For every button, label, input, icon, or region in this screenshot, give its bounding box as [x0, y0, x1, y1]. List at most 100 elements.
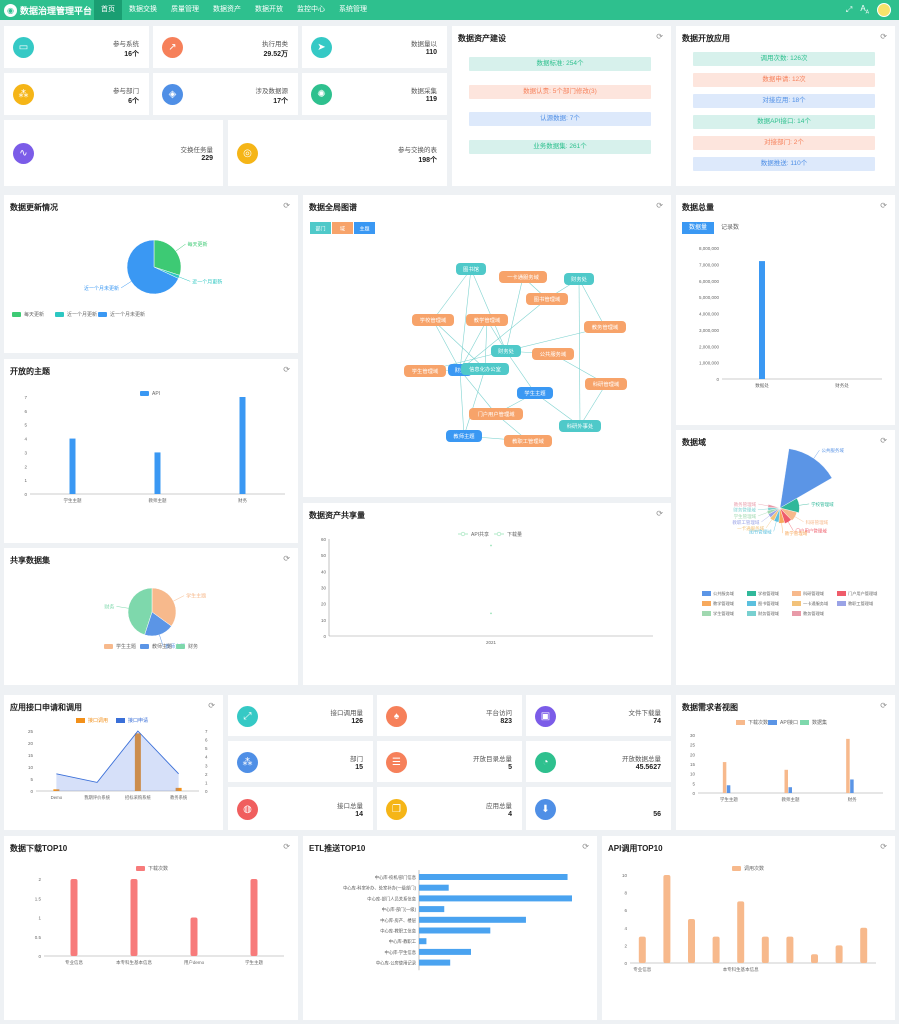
- legend-swatch: [55, 312, 64, 317]
- refresh-icon[interactable]: ⟳: [582, 842, 589, 851]
- api-top-card: API调用TOP10 ⟳ 0 2 4 6 8 10 调用次数 专业信息 本专科生基本信息: [602, 836, 895, 1020]
- tab-1[interactable]: 记录数: [714, 222, 747, 234]
- stat-label: 开放目录总量: [473, 755, 512, 763]
- slice-label: 学生管理域: [734, 513, 757, 520]
- refresh-icon[interactable]: ⟳: [880, 201, 887, 210]
- stat-card[interactable]: ▣ 文件下载量 74: [526, 695, 671, 736]
- graph-node-label: 财务处: [498, 347, 515, 355]
- refresh-icon[interactable]: ⟳: [656, 509, 663, 518]
- graph-node-label: 教学管理域: [474, 316, 501, 324]
- stat-card[interactable]: ◔ 开放数据总量 45.5627: [526, 741, 671, 782]
- slice-leader: [120, 281, 132, 289]
- stat-value: 4: [508, 810, 512, 818]
- open-theme-bar-chart: 0 1 2 3 4 5 6 7 API 学生主题 教师主题 财务: [24, 391, 285, 504]
- bar: [786, 936, 794, 963]
- bar: [850, 779, 854, 793]
- refresh-icon[interactable]: ⟳: [880, 842, 887, 851]
- refresh-icon[interactable]: ⟳: [880, 701, 887, 710]
- menu-item[interactable]: 系统管理: [339, 6, 367, 13]
- graph-edge: [432, 268, 472, 321]
- menu-item[interactable]: 首页: [94, 0, 122, 20]
- stat-card[interactable]: ☰ 开放目录总量 5: [377, 741, 522, 782]
- menu-item[interactable]: 数据开放: [255, 6, 283, 13]
- stat-card[interactable]: ❐ 应用总量 4: [377, 787, 522, 830]
- y-tick-label: 2,000,000: [699, 344, 720, 349]
- menu-item[interactable]: 数据资产: [213, 6, 241, 13]
- x-tick-label: 财务: [848, 796, 857, 803]
- slice-label: 学校管理域: [811, 501, 834, 508]
- refresh-icon[interactable]: ⟳: [283, 365, 290, 374]
- stat-card[interactable]: ♠ 平台访问 823: [377, 695, 522, 736]
- stat-card[interactable]: ∿ 交换任务量 229: [4, 120, 223, 186]
- stat-card[interactable]: ◍ 接口总量 14: [228, 787, 373, 830]
- y-tick-label: 20: [690, 752, 696, 757]
- y-tick-label: 0: [692, 791, 695, 796]
- slice-label: 科研管理域: [806, 519, 829, 526]
- brand[interactable]: ◉ 数据治理管理平台: [4, 3, 92, 17]
- stat-card[interactable]: ⁂ 参与部门 6个: [4, 73, 149, 115]
- slice-leader: [116, 606, 129, 609]
- bar: [788, 787, 792, 793]
- stat-value: 5: [508, 763, 512, 771]
- graph-node: [469, 408, 523, 420]
- stat-label: 涉及数据源: [255, 88, 289, 95]
- refresh-icon[interactable]: ⟳: [283, 201, 290, 210]
- legend-label: 每天更新: [24, 311, 44, 318]
- legend-swatch: [98, 312, 107, 317]
- stat-label: 参与系统: [113, 41, 139, 48]
- legend-marker: [460, 531, 466, 537]
- menu-item[interactable]: 数据交换: [129, 6, 157, 13]
- slice-leader: [799, 503, 810, 506]
- graph-node: [564, 273, 594, 285]
- stat-card[interactable]: ◎ 参与交换的表 198个: [228, 120, 447, 186]
- font-size-icon[interactable]: AA: [860, 4, 869, 16]
- x-tick-label: 教师主题: [149, 497, 167, 504]
- stat-card[interactable]: ⬇ 56: [526, 787, 671, 830]
- stat-card[interactable]: ⤢ 接口调用量 126: [228, 695, 373, 736]
- y-tick-label: 1.5: [35, 896, 42, 901]
- x-tick-label: 数据处: [755, 382, 769, 389]
- api-apply-card: 应用接口申请和调用 ⟳ 0 5 10 15 20 25 0 1 2 3 4 5 6 7 接口调用 接口申请 De…: [4, 695, 223, 830]
- stat-card[interactable]: ✺ 数据采集 119: [302, 73, 447, 115]
- bar: [419, 938, 427, 945]
- y-tick-label: 15: [28, 753, 34, 758]
- bar: [70, 879, 78, 956]
- refresh-icon[interactable]: ⟳: [880, 32, 887, 41]
- stat-card[interactable]: ➤ 数据量以 110: [302, 26, 447, 68]
- pie-icon: ◔: [535, 751, 556, 773]
- refresh-icon[interactable]: ⟳: [208, 701, 215, 710]
- rose-slice: [779, 507, 798, 521]
- stat-card[interactable]: ⁂ 部门 15: [228, 741, 373, 782]
- menu-item[interactable]: 质量管理: [171, 6, 199, 13]
- stat-value: 110: [425, 49, 437, 56]
- graph-node: [517, 387, 553, 399]
- stat-card[interactable]: ◈ 涉及数据源 17个: [153, 73, 298, 115]
- y-tick-label: 5: [30, 777, 33, 782]
- legend-label: 部门: [315, 226, 325, 233]
- slice-label: 财务管理域: [733, 507, 756, 514]
- stat-card[interactable]: ▭ 参与系统 16个: [4, 26, 149, 68]
- avatar[interactable]: [877, 3, 891, 17]
- refresh-icon[interactable]: ⟳: [283, 842, 290, 851]
- y-tick-label: 10: [690, 772, 696, 777]
- info-pill: 数据认责: 5个部门修改(3): [469, 84, 651, 99]
- slice-leader: [173, 595, 185, 602]
- refresh-icon[interactable]: ⟳: [283, 554, 290, 563]
- refresh-icon[interactable]: ⟳: [656, 201, 663, 210]
- legend-swatch: [736, 720, 745, 725]
- y-tick-label: 中心库-学生信息: [384, 949, 416, 956]
- menu-item[interactable]: 监控中心: [297, 6, 325, 13]
- tab-0[interactable]: 数据量: [682, 222, 715, 234]
- graph-node: [461, 363, 509, 375]
- y-tick-label: 30: [690, 733, 696, 738]
- refresh-icon[interactable]: ⟳: [656, 32, 663, 41]
- card-title: 数据下载TOP10: [10, 844, 68, 853]
- legend-swatch: [837, 591, 846, 596]
- fullscreen-icon[interactable]: ⤢: [845, 5, 853, 14]
- graph-edge: [459, 319, 488, 371]
- legend-swatch: [176, 644, 185, 649]
- refresh-icon[interactable]: ⟳: [880, 436, 887, 445]
- stat-card[interactable]: ↗ 执行用类 29.52万: [153, 26, 298, 68]
- bar: [130, 879, 138, 956]
